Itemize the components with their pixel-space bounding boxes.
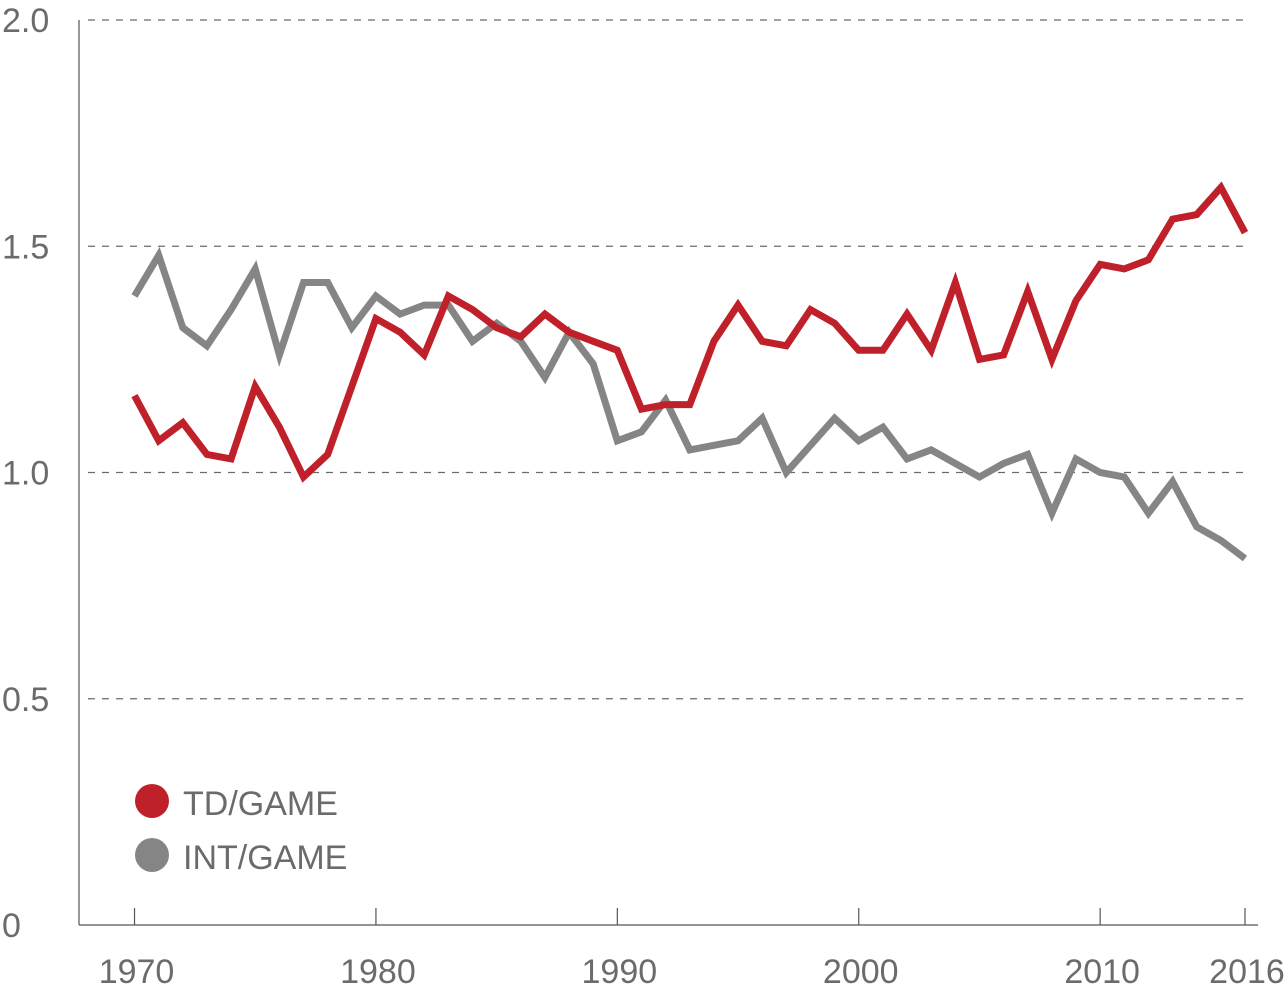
y-tick-label: 0 <box>2 907 21 945</box>
series-line-td-game <box>131 181 1249 483</box>
x-tick-label: 2016 <box>1209 953 1285 988</box>
x-tick-label: 1990 <box>582 953 658 988</box>
x-tick-label: 1970 <box>99 953 175 988</box>
gridlines <box>88 19 1248 700</box>
x-tick-label: 1980 <box>340 953 416 988</box>
legend-marker-int <box>135 838 169 872</box>
x-axis-ticks: 1970 1980 1990 2000 2010 2016 <box>99 908 1285 988</box>
x-tick-label: 2010 <box>1064 953 1140 988</box>
y-tick-label: 1.0 <box>2 455 49 493</box>
series-lines <box>131 181 1249 562</box>
legend-label-int: INT/GAME <box>183 839 347 877</box>
y-tick-label: 0.5 <box>2 681 49 719</box>
y-axis-ticks: 0 0.5 1.0 1.5 2.0 <box>2 2 49 945</box>
legend-label-td: TD/GAME <box>183 785 338 823</box>
y-tick-label: 2.0 <box>2 2 49 40</box>
x-tick-label: 2000 <box>823 953 899 988</box>
legend: TD/GAME INT/GAME <box>135 784 347 877</box>
y-tick-label: 1.5 <box>2 228 49 266</box>
legend-marker-td <box>135 784 169 818</box>
series-line-int-game <box>131 246 1248 562</box>
